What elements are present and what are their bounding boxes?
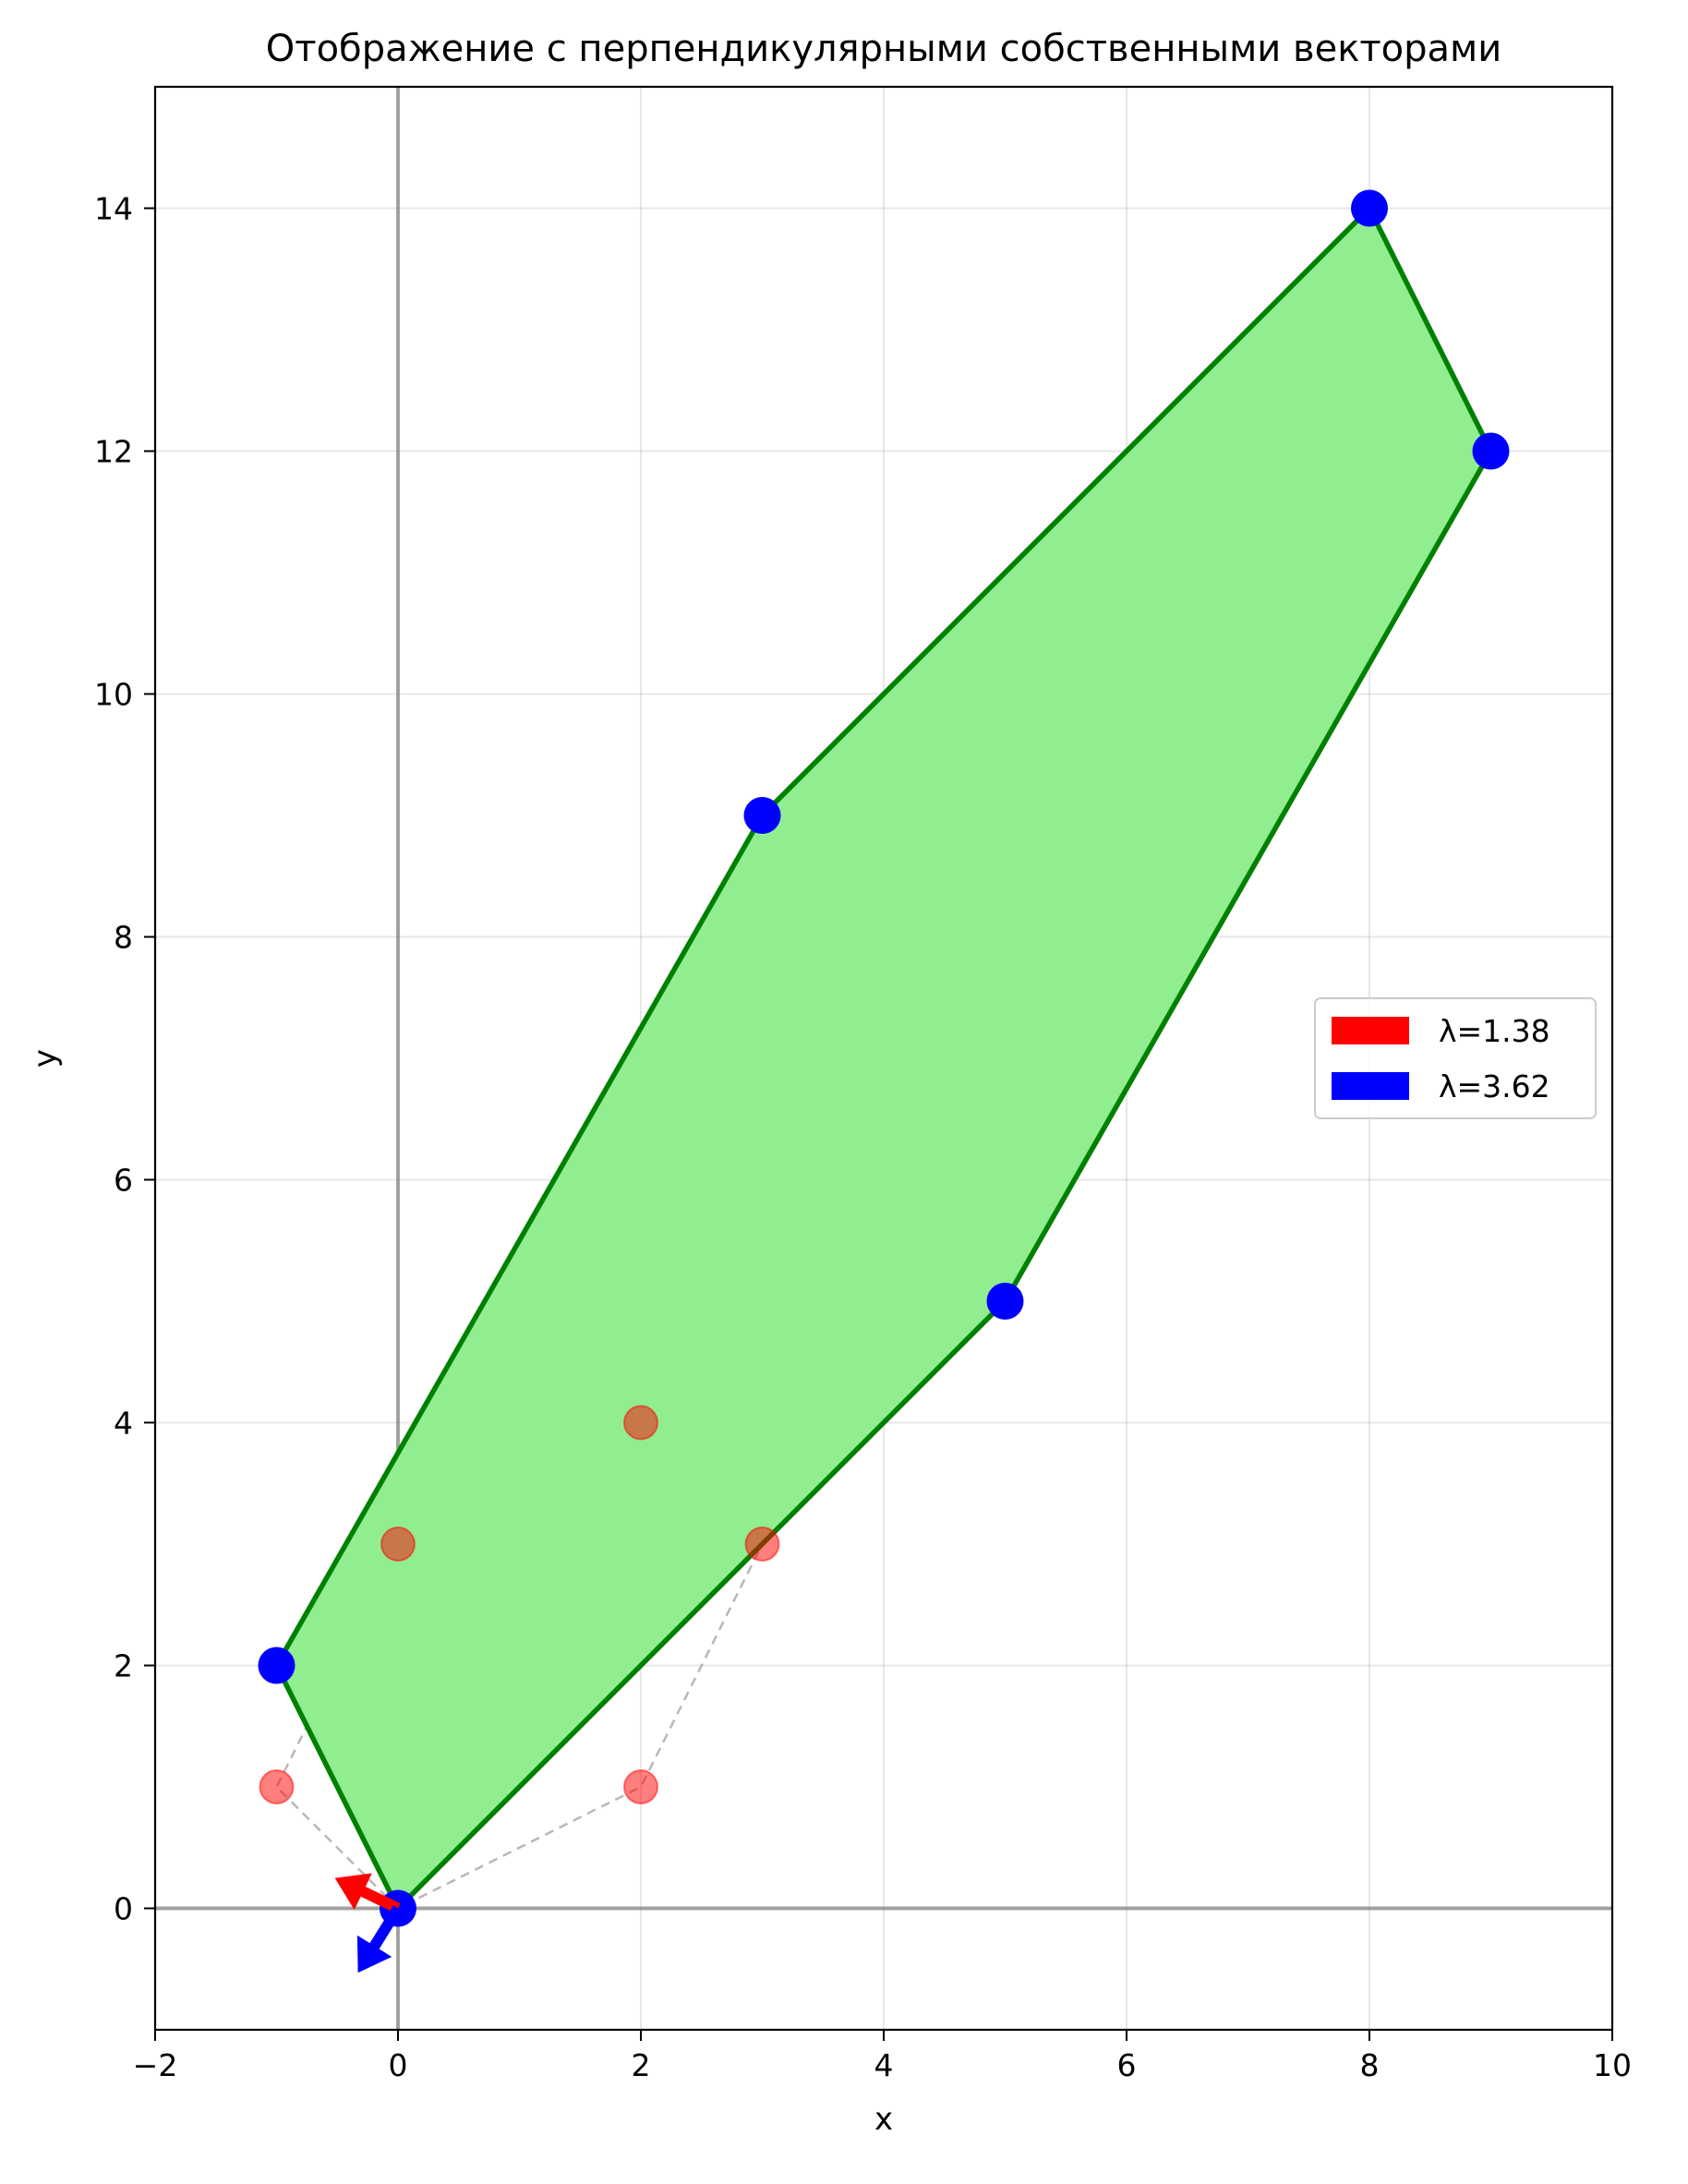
x-tick-label: 10 xyxy=(1593,2047,1632,2083)
y-tick-label: 14 xyxy=(94,191,133,227)
transformed-point xyxy=(986,1283,1024,1320)
original-point xyxy=(744,1526,780,1562)
eigenvector-arrow-2 xyxy=(356,1905,404,1973)
transformed-point xyxy=(1472,432,1510,470)
y-tick-label: 10 xyxy=(94,677,133,713)
chart-title: Отображение с перпендикулярными собствен… xyxy=(266,28,1501,70)
x-tick-label: 4 xyxy=(874,2047,894,2083)
x-tick-label: 6 xyxy=(1117,2047,1137,2083)
original-point xyxy=(259,1769,295,1804)
x-tick-label: −2 xyxy=(133,2047,178,2083)
original-point xyxy=(380,1526,416,1562)
original-point xyxy=(623,1769,658,1804)
eigenvector-arrow-1 xyxy=(334,1873,401,1913)
legend-label-lambda-1: λ=1.38 xyxy=(1439,1013,1550,1049)
eigenvector-arrows xyxy=(334,1873,404,1973)
legend-label-lambda-2: λ=3.62 xyxy=(1439,1068,1550,1104)
y-tick-label: 4 xyxy=(114,1406,133,1442)
y-tick-label: 2 xyxy=(114,1648,133,1684)
x-axis-ticks: −2 0 2 4 6 8 10 xyxy=(133,2030,1632,2083)
transformed-point xyxy=(258,1647,295,1684)
x-tick-label: 8 xyxy=(1360,2047,1380,2083)
x-tick-label: 0 xyxy=(389,2047,408,2083)
y-tick-label: 0 xyxy=(114,1891,133,1927)
y-tick-label: 8 xyxy=(114,920,133,956)
legend-swatch-lambda-1 xyxy=(1332,1017,1409,1044)
y-axis-label: y xyxy=(27,1049,64,1068)
legend: λ=1.38 λ=3.62 xyxy=(1314,997,1597,1119)
original-point xyxy=(623,1405,658,1441)
transformed-point xyxy=(743,797,781,834)
y-tick-label: 12 xyxy=(94,434,133,470)
y-axis-ticks: 0 2 4 6 8 10 12 14 xyxy=(94,191,155,1927)
x-axis-label: x xyxy=(874,2101,893,2138)
legend-swatch-lambda-2 xyxy=(1332,1072,1409,1100)
y-tick-label: 6 xyxy=(114,1163,133,1199)
transformed-point xyxy=(1351,189,1388,227)
x-tick-label: 2 xyxy=(632,2047,651,2083)
